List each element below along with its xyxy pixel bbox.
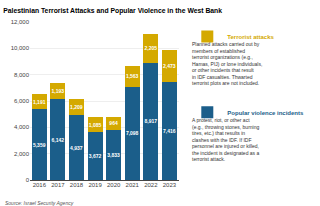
svg-text:10,000: 10,000 — [11, 45, 30, 51]
svg-text:2023: 2023 — [163, 182, 177, 188]
svg-text:2,205: 2,205 — [144, 45, 157, 51]
svg-text:2,473: 2,473 — [163, 63, 176, 69]
svg-text:Terrorist attacks: Terrorist attacks — [227, 34, 274, 40]
svg-text:1,563: 1,563 — [126, 73, 139, 79]
svg-text:6,142: 6,142 — [52, 137, 65, 143]
svg-text:Source: Israel Security Agency: Source: Israel Security Agency — [5, 200, 74, 206]
svg-text:2,000: 2,000 — [14, 151, 30, 157]
svg-text:8,000: 8,000 — [14, 72, 30, 78]
svg-text:2019: 2019 — [88, 182, 102, 188]
svg-text:2016: 2016 — [33, 182, 47, 188]
svg-text:3,672: 3,672 — [89, 153, 102, 159]
svg-text:Palestinian Terrorist Attacks: Palestinian Terrorist Attacks and Popula… — [3, 7, 222, 15]
svg-text:2020: 2020 — [107, 182, 121, 188]
svg-text:7,416: 7,416 — [163, 128, 176, 134]
svg-text:8,917: 8,917 — [144, 118, 157, 124]
svg-text:2021: 2021 — [126, 182, 140, 188]
svg-text:12,000: 12,000 — [11, 19, 30, 25]
svg-text:1,193: 1,193 — [52, 88, 65, 94]
svg-text:1,209: 1,209 — [70, 104, 83, 110]
svg-text:1,085: 1,085 — [89, 122, 102, 128]
svg-text:1,191: 1,191 — [33, 99, 46, 105]
svg-text:0: 0 — [26, 177, 30, 183]
svg-text:3,833: 3,833 — [107, 152, 120, 158]
svg-text:Popular violence incidents: Popular violence incidents — [227, 110, 304, 116]
svg-text:4,000: 4,000 — [14, 124, 30, 130]
svg-text:5,359: 5,359 — [33, 142, 46, 148]
svg-text:964: 964 — [109, 120, 118, 126]
svg-text:2018: 2018 — [70, 182, 84, 188]
svg-text:6,000: 6,000 — [14, 98, 30, 104]
svg-text:2017: 2017 — [51, 182, 65, 188]
svg-text:Planned attacks carried out by: Planned attacks carried out bymembers of… — [192, 41, 262, 86]
svg-text:7,098: 7,098 — [126, 130, 139, 136]
svg-text:4,937: 4,937 — [70, 145, 83, 151]
svg-text:2022: 2022 — [144, 182, 158, 188]
svg-text:A protest, riot, or other act(: A protest, riot, or other act(e.g., thro… — [192, 117, 259, 162]
